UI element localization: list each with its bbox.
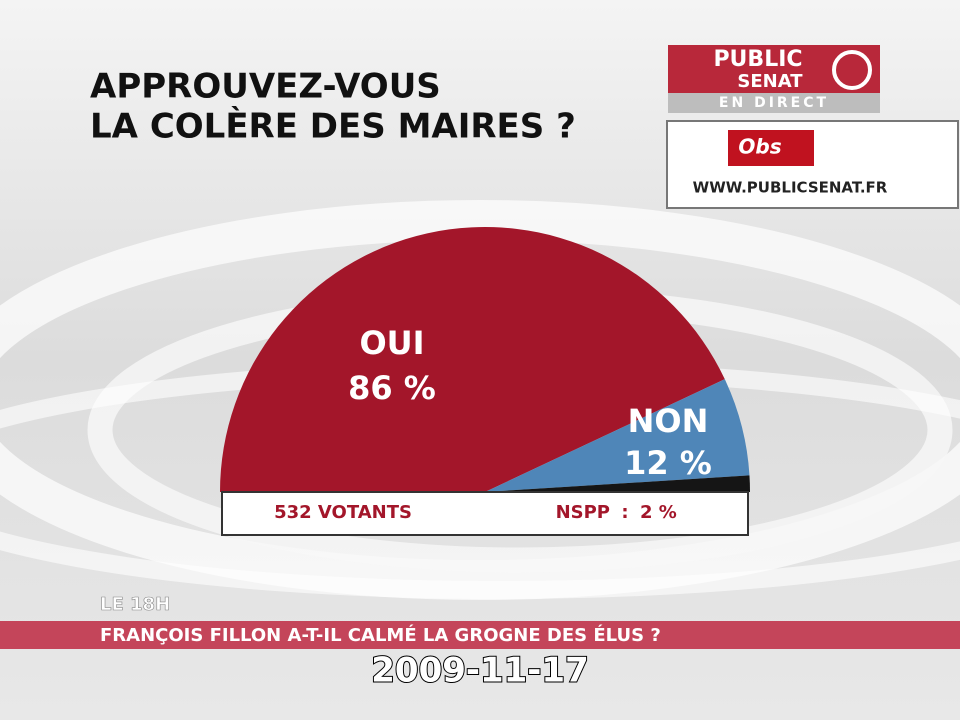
timestamp: 2009-11-17 [371,651,588,691]
ticker-bar [0,621,960,649]
program: LE 18H [100,594,170,615]
value-label: 12 % [624,444,712,482]
url: WWW.PUBLICSENAT.FR [693,179,888,197]
title-line: LA COLÈRE DES MAIRES ? [90,106,576,147]
status-bar [668,93,880,113]
pie-slice [485,475,750,492]
value-label: 86 % [348,369,436,407]
logo-mark [832,50,872,90]
category-label: NON [628,402,709,440]
pie-chart: OUI 86 % NON 12 % [220,227,750,493]
pie-slice [220,227,725,493]
channel-name: PUBLIC [713,47,802,72]
channel-name: SENAT [737,71,803,92]
category-label: OUI [359,324,424,362]
value-label: 2 % [640,502,677,523]
separator: : [621,502,628,523]
swirl [0,200,960,600]
headline: FRANÇOIS FILLON A-T-IL CALMÉ LA GROGNE D… [100,624,661,646]
footer-box [221,491,749,536]
partner-name: Obs [738,135,781,159]
partner-logo [728,130,814,166]
status: EN DIRECT [719,95,829,111]
category-label: NSPP [556,502,610,523]
pie-slice [485,379,750,492]
title-line: APPROUVEZ-VOUS [90,67,441,107]
voters: 532 VOTANTS [274,502,412,523]
